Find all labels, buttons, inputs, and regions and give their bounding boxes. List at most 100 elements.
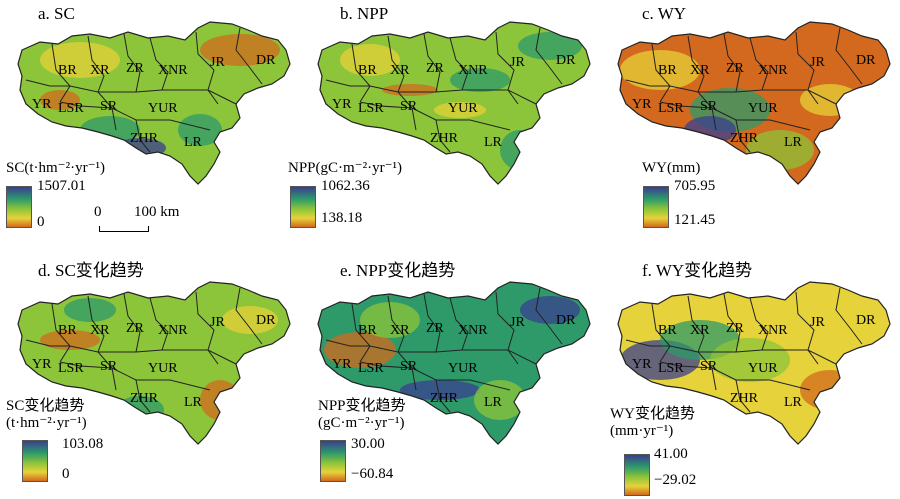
subbasin-boundary (625, 79, 837, 105)
region-label-xr: XR (90, 323, 110, 338)
subbasin-boundary (149, 297, 169, 351)
raster-patch (400, 380, 480, 400)
raster-patch (200, 34, 280, 66)
subbasin-boundary (59, 361, 211, 391)
region-label-xnr: XNR (158, 63, 188, 78)
subbasin-boundary (111, 107, 117, 131)
region-label-br: BR (358, 323, 377, 338)
raster-patch (820, 304, 880, 336)
region-label-lsr: LSR (358, 361, 384, 376)
legend-max: 1062.36 (321, 178, 370, 194)
subbasin-boundary (25, 79, 237, 105)
subbasin-boundary (25, 339, 237, 365)
legend-title: NPP(gC·m⁻²·yr⁻¹) (288, 160, 402, 176)
subbasin-boundary (195, 31, 219, 105)
subbasin-boundary (795, 291, 819, 365)
subbasin-boundary (535, 287, 563, 345)
subbasin-boundary (423, 293, 441, 353)
legend-min: 0 (62, 466, 70, 482)
region-label-zhr: ZHR (130, 391, 159, 406)
region-label-xr: XR (390, 63, 410, 78)
legend-colorbar (22, 440, 48, 482)
region-label-zhr: ZHR (430, 391, 459, 406)
region-label-yur: YUR (748, 361, 778, 376)
raster-patch (620, 50, 700, 90)
subbasin-boundary (325, 339, 537, 365)
subbasin-boundary (723, 293, 741, 353)
region-label-yur: YUR (148, 101, 178, 116)
region-label-sr: SR (700, 359, 718, 374)
legend-colorbar (643, 186, 669, 228)
region-label-dr: DR (556, 53, 576, 68)
region-label-zhr: ZHR (730, 131, 759, 146)
raster-patch (520, 296, 580, 324)
region-label-yr: YR (32, 357, 52, 372)
scale-zero: 0 (94, 204, 102, 220)
subbasin-boundary (711, 367, 717, 391)
panel-title: d. SC变化趋势 (38, 261, 144, 280)
region-label-zr: ZR (426, 61, 445, 76)
basin-outline (617, 281, 891, 445)
panel-b: b. NPP BR XR ZR XNR JR DR YR LSR SR YUR ZHR LR NPP(… (288, 0, 600, 249)
region-label-lsr: LSR (358, 101, 384, 116)
subbasin-boundary (87, 295, 113, 369)
legend-min: −60.84 (351, 466, 394, 482)
region-label-jr: JR (810, 55, 825, 70)
region-label-jr: JR (210, 55, 225, 70)
legend-max: 41.00 (654, 446, 688, 462)
map-wy-trend: BR XR ZR XNR JR DR YR LSR SR YUR ZHR LR (617, 281, 891, 445)
subbasin-boundary (387, 35, 413, 109)
legend-max: 30.00 (351, 436, 385, 452)
region-label-zr: ZR (726, 61, 745, 76)
subbasin-boundary (495, 31, 519, 105)
legend-unit: (t·hm⁻²·yr⁻¹) (6, 415, 87, 431)
region-label-yr: YR (32, 97, 52, 112)
legend-title: SC(t·hm⁻²·yr⁻¹) (6, 160, 105, 176)
basin-outline (317, 281, 591, 445)
region-label-lr: LR (784, 135, 803, 150)
region-label-lr: LR (484, 135, 503, 150)
region-label-zhr: ZHR (730, 391, 759, 406)
panel-title: a. SC (38, 4, 75, 23)
region-label-br: BR (658, 323, 677, 338)
legend-colorbar (6, 186, 32, 228)
subbasin-boundary (495, 291, 519, 365)
raster-patch (382, 84, 438, 96)
region-label-sr: SR (400, 99, 418, 114)
legend-unit: (mm·yr⁻¹) (610, 423, 674, 439)
subbasin-boundary (749, 37, 769, 91)
region-label-yr: YR (632, 357, 652, 372)
basin-outline (617, 21, 891, 185)
raster-patch (360, 302, 420, 338)
subbasin-boundary (135, 119, 151, 153)
region-label-lr: LR (184, 135, 203, 150)
legend-min: 121.45 (674, 212, 716, 228)
region-label-xnr: XNR (758, 323, 788, 338)
region-label-dr: DR (856, 53, 876, 68)
region-label-lsr: LSR (658, 101, 684, 116)
raster-patch (710, 338, 790, 382)
region-label-jr: JR (810, 315, 825, 330)
raster-patch (40, 90, 80, 110)
basin-outline (317, 21, 591, 185)
region-label-zhr: ZHR (430, 131, 459, 146)
raster-patch (324, 332, 396, 368)
subbasin-boundary (835, 287, 863, 345)
region-label-dr: DR (256, 313, 276, 328)
region-label-yur: YUR (748, 101, 778, 116)
region-label-xr: XR (690, 63, 710, 78)
region-label-zr: ZR (726, 321, 745, 336)
raster-patch (340, 44, 400, 76)
map-npp-trend: BR XR ZR XNR JR DR YR LSR SR YUR ZHR LR (317, 281, 591, 445)
subbasin-boundary (135, 379, 151, 413)
region-label-sr: SR (700, 99, 718, 114)
subbasin-boundary (711, 107, 717, 131)
basin-fill (18, 282, 290, 444)
region-label-br: BR (358, 63, 377, 78)
subbasin-boundary (735, 379, 751, 413)
map-sc: BR XR ZR XNR JR DR YR LSR SR YUR ZHR LR (17, 21, 291, 185)
subbasin-boundary (149, 37, 169, 91)
subbasin-boundary (195, 291, 219, 365)
subbasin-boundary (351, 43, 371, 103)
subbasin-boundary (359, 361, 511, 391)
